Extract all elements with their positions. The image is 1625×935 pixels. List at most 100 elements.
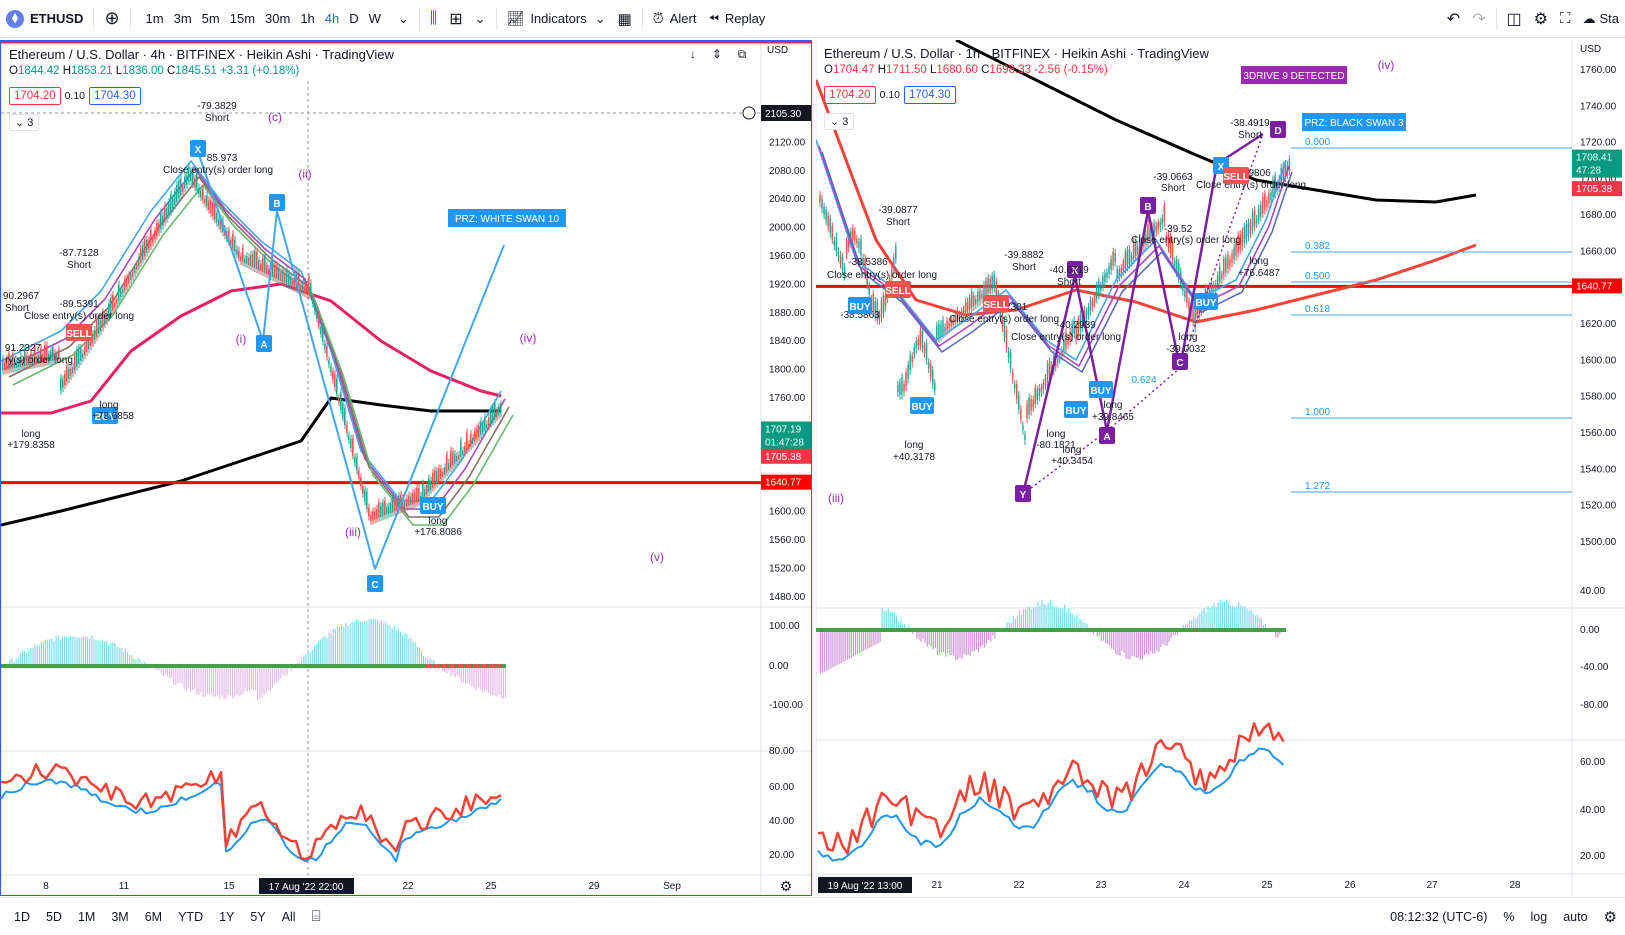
- macd-histogram-bar: [347, 626, 349, 666]
- macd-histogram-bar: [854, 630, 857, 656]
- range-6m[interactable]: 6M: [144, 909, 163, 924]
- chart-legend-title[interactable]: Ethereum / U.S. Dollar · 1h · BITFINEX ·…: [824, 46, 1209, 61]
- fib-level-label: 0.500: [1305, 271, 1330, 282]
- ask-buy-button[interactable]: 1704.30: [904, 86, 956, 104]
- chart-pane-1h[interactable]: USD 1760.00 1740.00 1720.00 1700.00 1680.00 16…: [816, 40, 1625, 896]
- range-5y[interactable]: 5Y: [250, 909, 266, 924]
- candle-body: [979, 290, 981, 301]
- range-ytd[interactable]: YTD: [178, 909, 204, 924]
- macd-histogram-bar: [836, 630, 838, 666]
- interval-30m[interactable]: 30m: [265, 11, 291, 26]
- goto-date-icon[interactable]: ⌸: [311, 908, 321, 925]
- macd-histogram-bar: [1070, 612, 1072, 630]
- buy-tag-bg: [1194, 293, 1218, 310]
- bid-sell-button[interactable]: 1704.20: [9, 87, 61, 105]
- candle-body: [158, 223, 160, 233]
- interval-w[interactable]: W: [368, 11, 381, 26]
- candle-body: [1153, 223, 1155, 235]
- clock-timezone[interactable]: 08:12:32 (UTC-6): [1390, 909, 1488, 924]
- interval-3m[interactable]: 3m: [173, 11, 192, 26]
- macd-histogram-bar: [848, 630, 850, 659]
- point-x-marker-bg: [1067, 261, 1083, 278]
- price-tick: 2040.00: [769, 194, 806, 205]
- interval-5m[interactable]: 5m: [201, 11, 220, 26]
- rsi-tick: 40.00: [769, 816, 794, 827]
- macd-histogram-bar: [1148, 630, 1150, 655]
- point-a-marker-bg: [1099, 427, 1115, 444]
- interval-dropdown-chevron-icon[interactable]: ⌄: [397, 10, 409, 26]
- chart-type-chevron-icon[interactable]: ⌄: [474, 10, 486, 26]
- chart-pane-4h[interactable]: USD2160.002120.002080.002040.002000.0019…: [0, 40, 812, 896]
- range-5d[interactable]: 5D: [45, 909, 62, 924]
- redo-icon[interactable]: ↷: [1472, 10, 1486, 28]
- candle-body: [174, 191, 176, 206]
- replay-button[interactable]: ⏪︎ Replay: [702, 0, 771, 38]
- symbol-search[interactable]: ETHUSD: [0, 0, 89, 38]
- macd-histogram-bar: [1066, 611, 1068, 630]
- interval-1h[interactable]: 1h: [300, 11, 315, 26]
- settings-gear-icon[interactable]: ⚙: [1533, 10, 1548, 28]
- candle-body: [468, 443, 470, 449]
- alert-button[interactable]: ⏰︎ Alert: [647, 0, 703, 38]
- macd-histogram-bar: [126, 652, 129, 666]
- candle-body: [893, 257, 895, 269]
- chart-canvas-1h[interactable]: USD 1760.00 1740.00 1720.00 1700.00 1680.00 16…: [816, 40, 1625, 896]
- interval-d[interactable]: D: [349, 11, 359, 26]
- indicators-button[interactable]: 📈︎ Indicators ⌄: [501, 0, 612, 38]
- macd-histogram-bar: [311, 649, 313, 666]
- trade-annotation: -40.2939: [1056, 320, 1096, 331]
- range-1y[interactable]: 1Y: [219, 909, 235, 924]
- cloud-save-button[interactable]: ☁ Sta: [1576, 0, 1625, 38]
- candle-body: [1274, 175, 1276, 194]
- macd-histogram-bar: [282, 666, 284, 675]
- collapse-indicators-button[interactable]: ⌄ 3: [9, 114, 40, 131]
- candle-body: [1149, 229, 1151, 240]
- chart-legend-title[interactable]: Ethereum / U.S. Dollar · 4h · BITFINEX ·…: [9, 47, 394, 62]
- macd-histogram-bar: [1141, 630, 1144, 660]
- undo-icon[interactable]: ↶: [1446, 10, 1461, 28]
- time-cursor-bg: [259, 878, 354, 894]
- auto-scale-toggle[interactable]: auto: [1563, 909, 1588, 924]
- templates-grid-icon[interactable]: ▦: [617, 10, 632, 28]
- settings-gear-icon[interactable]: ⚙: [1603, 908, 1617, 926]
- interval-4h[interactable]: 4h: [324, 11, 340, 26]
- candle-body: [854, 231, 856, 241]
- countdown-tag-bg: [761, 434, 811, 450]
- range-3m[interactable]: 3M: [111, 909, 129, 924]
- buy-tag-bg: [910, 397, 934, 414]
- macd-histogram-bar: [1061, 608, 1064, 630]
- chart-canvas-4h[interactable]: USD2160.002120.002080.002040.002000.0019…: [1, 41, 811, 895]
- bid-sell-button[interactable]: 1704.20: [824, 86, 876, 104]
- interval-1m[interactable]: 1m: [145, 11, 164, 26]
- trade-annotation: Close entry(s) order long: [1011, 332, 1121, 343]
- candle-body: [30, 353, 32, 365]
- range-1m[interactable]: 1M: [77, 909, 96, 924]
- candle-body: [12, 353, 14, 369]
- compare-add-icon[interactable]: ⊕: [104, 8, 120, 28]
- percent-scale-toggle[interactable]: %: [1503, 909, 1515, 924]
- candle-body: [1067, 338, 1069, 345]
- trade-annotation: long: [1047, 429, 1066, 440]
- candle-body: [298, 273, 300, 290]
- candle-chart-type-icon[interactable]: ⊞: [449, 10, 463, 28]
- collapse-indicators-button[interactable]: ⌄ 3: [824, 113, 855, 130]
- candle-body: [1188, 301, 1190, 309]
- candle-body: [903, 383, 905, 392]
- macd-histogram-bar: [320, 639, 322, 666]
- point-x-marker-bg: [190, 140, 206, 157]
- layout-select-icon[interactable]: ◫: [1506, 10, 1522, 28]
- interval-15m[interactable]: 15m: [229, 11, 256, 26]
- range-all[interactable]: All: [281, 909, 296, 924]
- candle-body: [52, 347, 54, 361]
- macd-histogram-bar: [844, 630, 846, 661]
- bar-chart-type-icon[interactable]: ⫼: [429, 9, 438, 27]
- range-1d[interactable]: 1D: [14, 909, 30, 924]
- macd-histogram-bar: [1074, 617, 1076, 630]
- candle-body: [54, 353, 56, 361]
- ask-buy-button[interactable]: 1704.30: [89, 87, 141, 105]
- log-scale-toggle[interactable]: log: [1530, 909, 1548, 924]
- time-tick: 23: [1095, 880, 1107, 891]
- fullscreen-icon[interactable]: ⛶: [1559, 10, 1571, 27]
- candle-body: [825, 210, 827, 221]
- candle-body: [1089, 299, 1092, 311]
